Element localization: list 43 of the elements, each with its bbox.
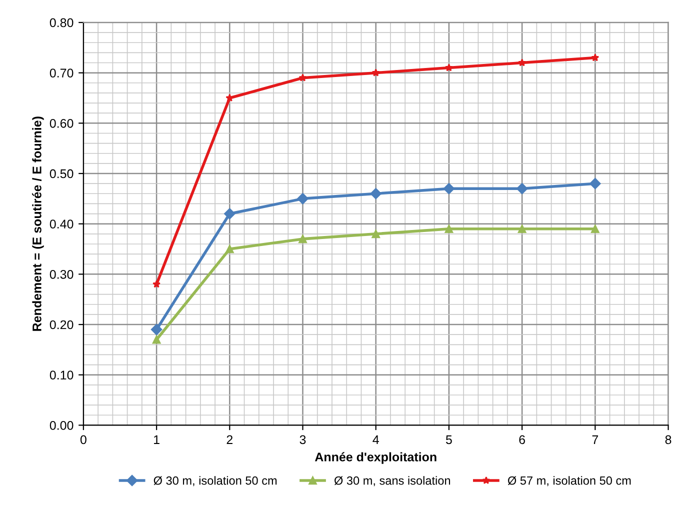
legend-label: Ø 30 m, isolation 50 cm: [154, 476, 277, 486]
x-tick-label: 5: [446, 435, 452, 444]
point: [591, 54, 600, 62]
y-tick-label: 0.20: [50, 320, 74, 330]
point: [518, 58, 526, 66]
legend-label: Ø 30 m, sans isolation: [334, 476, 450, 486]
point: [591, 224, 600, 234]
y-tick-label: 0.50: [50, 169, 74, 178]
point: [224, 208, 236, 220]
y-tick-label: 0.10: [50, 370, 74, 380]
point: [372, 230, 380, 238]
point: [225, 244, 234, 254]
y-tick-label: 0.40: [50, 220, 74, 228]
point: [518, 224, 526, 234]
x-tick-label: 2: [226, 435, 232, 444]
y-tick-label: 0.70: [50, 68, 74, 78]
legend-label: Ø 57 m, isolation 50 cm: [508, 476, 631, 486]
point: [444, 64, 453, 72]
x-tick-label: 6: [519, 435, 525, 444]
point: [298, 74, 307, 82]
point: [150, 324, 162, 336]
point: [298, 234, 307, 244]
x-axis-title: Année d'exploitation: [314, 452, 436, 464]
x-tick-label: 7: [592, 435, 598, 444]
point: [516, 183, 528, 194]
point: [444, 224, 454, 234]
y-tick-label: 0.00: [50, 421, 74, 430]
x-tick-label: 3: [300, 435, 306, 444]
x-tick-label: 8: [665, 435, 672, 444]
point: [372, 68, 380, 76]
point: [152, 335, 161, 344]
y-axis-title: Rendement = (E soutirée / E fournie): [32, 116, 44, 331]
y-tick-label: 0.30: [50, 270, 74, 279]
y-tick-label: 0.80: [50, 18, 74, 28]
point: [590, 178, 601, 190]
point: [370, 188, 382, 200]
point: [152, 280, 161, 288]
y-tick-label: 0.60: [50, 118, 74, 128]
x-tick-label: 0: [80, 435, 86, 444]
x-tick-label: 4: [372, 435, 379, 444]
x-tick-label: 1: [154, 435, 160, 444]
point: [297, 193, 308, 204]
point: [443, 183, 455, 194]
